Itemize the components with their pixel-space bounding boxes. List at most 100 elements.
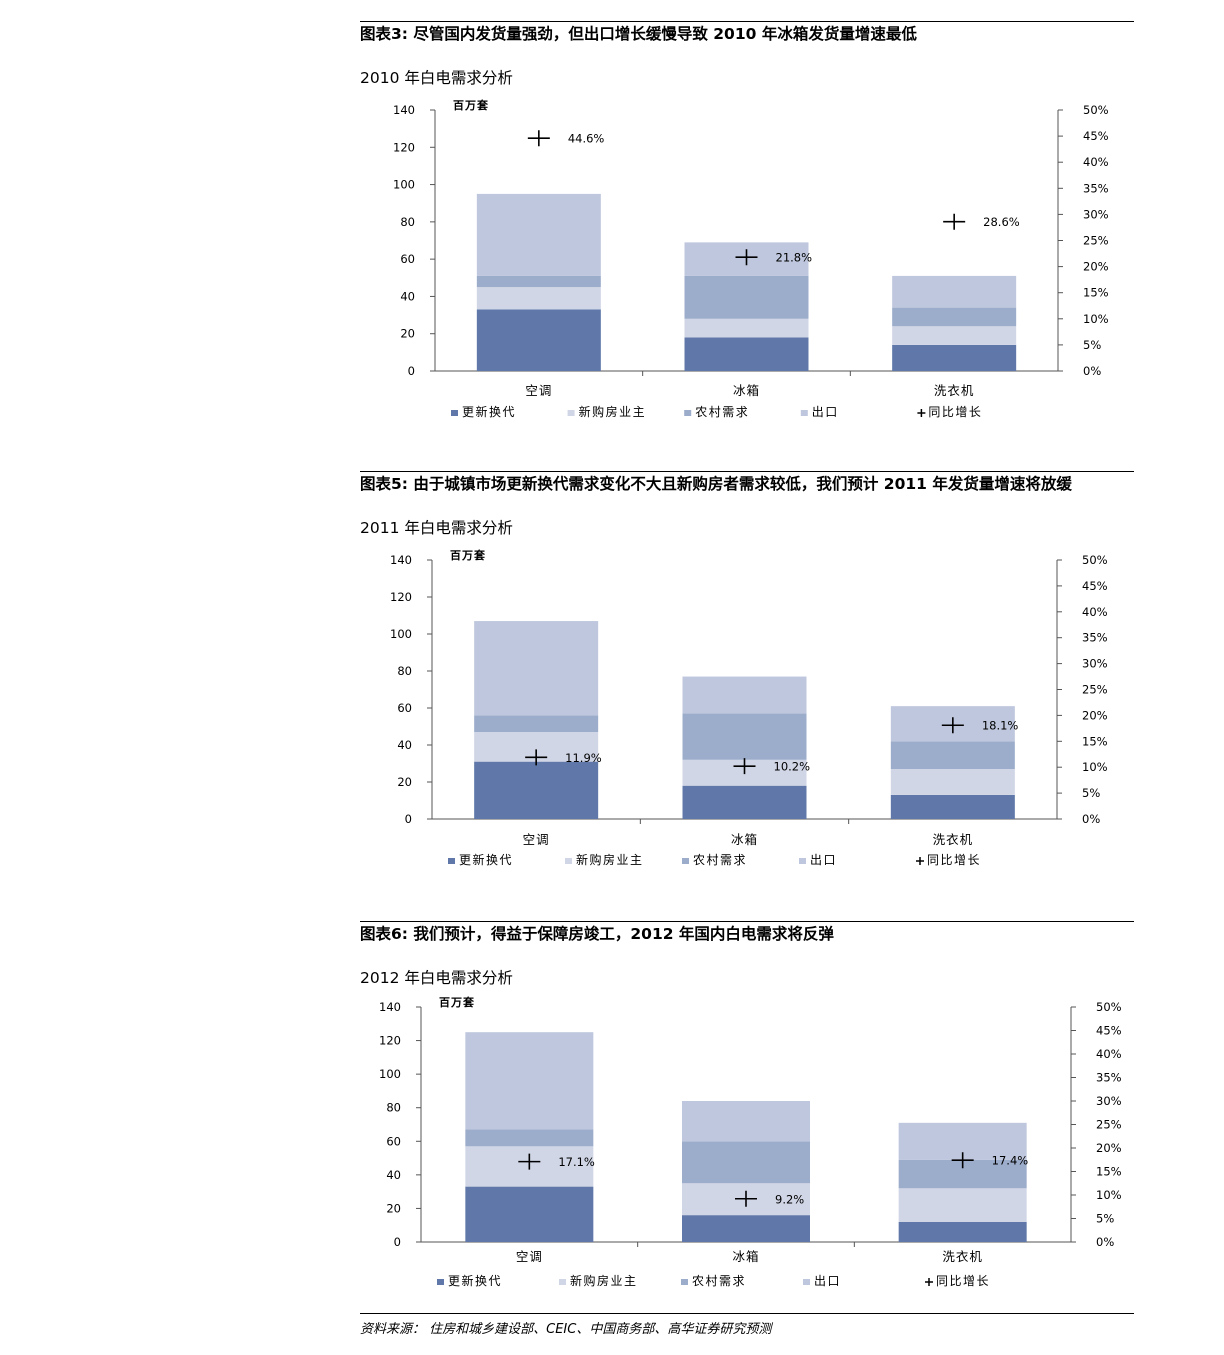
bar-segment <box>474 715 599 733</box>
left-axis-tick-label: 20 <box>400 327 415 341</box>
legend-label: 出口 <box>812 405 839 419</box>
left-axis-tick-label: 0 <box>408 364 415 378</box>
bar-segment <box>476 287 601 310</box>
bar-segment <box>898 1221 1027 1242</box>
legend-swatch <box>681 1279 688 1285</box>
figure-1-title: 图表3: 尽管国内发货量强劲，但出口增长缓慢导致 2010 年冰箱发货量增速最低 <box>360 25 917 43</box>
right-axis-tick-label: 30% <box>1096 1094 1122 1108</box>
bar-segment <box>476 275 601 288</box>
bar-segment <box>890 769 1015 795</box>
growth-marker <box>941 717 964 734</box>
growth-label: 21.8% <box>776 251 813 265</box>
bar-segment <box>892 275 1017 308</box>
right-axis-tick-label: 45% <box>1082 579 1108 593</box>
legend-swatch <box>916 857 924 865</box>
figure-3-rule <box>360 921 1134 922</box>
bar-segment <box>890 741 1015 770</box>
left-axis-tick-label: 80 <box>397 664 412 678</box>
bar-segment <box>465 1129 594 1147</box>
growth-label: 10.2% <box>774 760 811 774</box>
left-axis-tick-label: 120 <box>379 1034 401 1048</box>
legend-swatch <box>682 858 689 864</box>
left-axis-tick-label: 40 <box>397 738 412 752</box>
bar-segment <box>682 713 807 760</box>
figure-2-rule <box>360 471 1134 472</box>
growth-marker <box>735 1190 757 1207</box>
right-axis-tick-label: 25% <box>1083 234 1109 248</box>
left-axis-tick-label: 140 <box>390 553 412 567</box>
right-axis-tick-label: 15% <box>1096 1165 1122 1179</box>
left-axis-tick-label: 40 <box>400 289 415 303</box>
growth-marker <box>525 749 548 766</box>
left-axis-tick-label: 0 <box>394 1235 401 1249</box>
right-axis-tick-label: 5% <box>1083 338 1101 352</box>
right-axis-tick-label: 0% <box>1082 812 1100 826</box>
growth-label: 9.2% <box>775 1192 804 1206</box>
legend-swatch <box>565 858 572 864</box>
left-axis-tick-label: 100 <box>390 627 412 641</box>
right-axis-tick-label: 25% <box>1082 683 1108 697</box>
figure-3-chart: 0 20 40 60 80 100 120 140 百万套 0% 5% 10% 15% 20% 25% 30%… <box>379 995 1122 1288</box>
y-unit-label: 百万套 <box>450 548 486 562</box>
growth-label: 18.1% <box>982 719 1019 733</box>
left-axis-tick-label: 100 <box>379 1067 401 1081</box>
left-axis-tick-label: 20 <box>397 775 412 789</box>
legend-swatch <box>925 1278 933 1286</box>
legend-label: 新购房业主 <box>576 852 644 867</box>
right-axis-tick-label: 15% <box>1083 286 1109 300</box>
figure-3-title: 图表6: 我们预计，得益于保障房竣工，2012 年国内白电需求将反弹 <box>360 925 834 943</box>
right-axis-tick-label: 35% <box>1083 181 1109 195</box>
legend-swatch <box>803 1279 810 1285</box>
category-label: 冰箱 <box>733 383 760 398</box>
bar-segment <box>474 761 599 819</box>
bar-segment <box>465 1032 594 1130</box>
right-axis-tick-label: 5% <box>1082 786 1100 800</box>
legend-label: 同比增长 <box>928 405 982 419</box>
figure-3-subtitle: 2012 年白电需求分析 <box>360 969 513 987</box>
figure-2-chart: 0 20 40 60 80 100 120 140 百万套 0% 5% 10% 15% 20% 25% 30%… <box>390 548 1108 867</box>
category-label: 冰箱 <box>731 832 758 847</box>
right-axis-tick-label: 45% <box>1096 1024 1122 1038</box>
legend-label: 出口 <box>810 853 837 867</box>
growth-label: 44.6% <box>568 132 605 146</box>
left-axis-tick-label: 40 <box>386 1168 401 1182</box>
bar-segment <box>684 275 809 319</box>
legend-swatch <box>684 410 692 416</box>
legend-label: 出口 <box>814 1274 841 1288</box>
legend-label: 更新换代 <box>448 1273 502 1288</box>
right-axis-tick-label: 25% <box>1096 1118 1122 1132</box>
bar-segment <box>476 309 601 371</box>
category-label: 冰箱 <box>732 1249 759 1264</box>
left-axis-tick-label: 0 <box>405 812 412 826</box>
legend-label: 农村需求 <box>695 405 749 419</box>
right-axis-tick-label: 50% <box>1083 103 1109 117</box>
figure-1-rule <box>360 21 1134 22</box>
right-axis-tick-label: 10% <box>1082 760 1108 774</box>
figure-1-subtitle: 2010 年白电需求分析 <box>360 69 513 87</box>
right-axis-tick-label: 40% <box>1082 605 1108 619</box>
bar-segment <box>465 1186 594 1242</box>
legend-label: 新购房业主 <box>579 404 647 419</box>
legend-label: 同比增长 <box>936 1274 990 1288</box>
bar-segment <box>682 1215 810 1242</box>
growth-label: 17.4% <box>992 1154 1029 1168</box>
growth-label: 28.6% <box>983 215 1020 229</box>
left-axis-tick-label: 100 <box>393 178 415 192</box>
right-axis-tick-label: 0% <box>1096 1235 1114 1249</box>
legend-swatch <box>800 410 808 416</box>
right-axis-tick-label: 50% <box>1096 1000 1122 1014</box>
legend-label: 更新换代 <box>462 404 516 419</box>
category-label: 洗衣机 <box>934 383 975 398</box>
left-axis-tick-label: 140 <box>393 103 415 117</box>
right-axis-tick-label: 45% <box>1083 129 1109 143</box>
right-axis-tick-label: 20% <box>1083 260 1109 274</box>
legend-swatch <box>917 409 926 417</box>
source-note: 资料来源： 住房和城乡建设部、CEIC、中国商务部、高华证券研究预测 <box>360 1322 772 1337</box>
figure-2-title: 图表5: 由于城镇市场更新换代需求变化不大且新购房者需求较低，我们预计 2011… <box>360 475 1072 493</box>
legend-swatch <box>437 1279 444 1285</box>
right-axis-tick-label: 30% <box>1083 207 1109 221</box>
right-axis-tick-label: 35% <box>1082 631 1108 645</box>
bar-segment <box>474 621 599 716</box>
left-axis-tick-label: 60 <box>397 701 412 715</box>
category-label: 洗衣机 <box>942 1249 983 1264</box>
